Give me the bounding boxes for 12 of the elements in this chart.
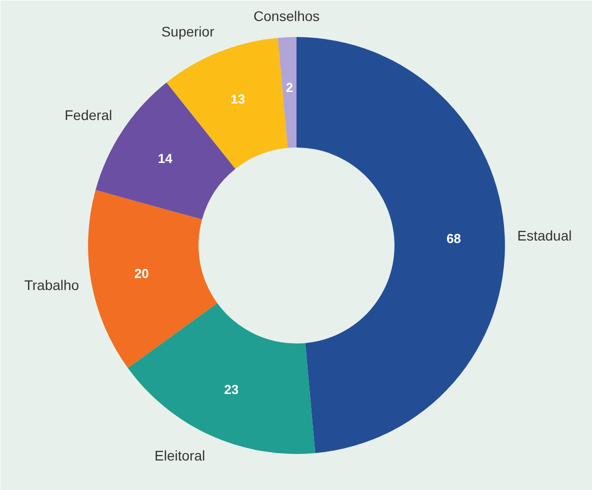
slice-label: Superior [161, 23, 215, 40]
slice-label: Estadual [517, 228, 572, 244]
data-label: 13 [230, 91, 246, 106]
data-label: 2 [286, 80, 294, 96]
data-label: 14 [158, 150, 174, 166]
data-label: 23 [224, 382, 239, 397]
slice-label: Federal [64, 107, 112, 124]
slice-label: Conselhos [254, 8, 320, 24]
slice-label: Eleitoral [154, 448, 206, 464]
data-label: 20 [134, 266, 149, 282]
slice-label: Trabalho [24, 277, 80, 294]
data-label: 68 [446, 230, 461, 246]
